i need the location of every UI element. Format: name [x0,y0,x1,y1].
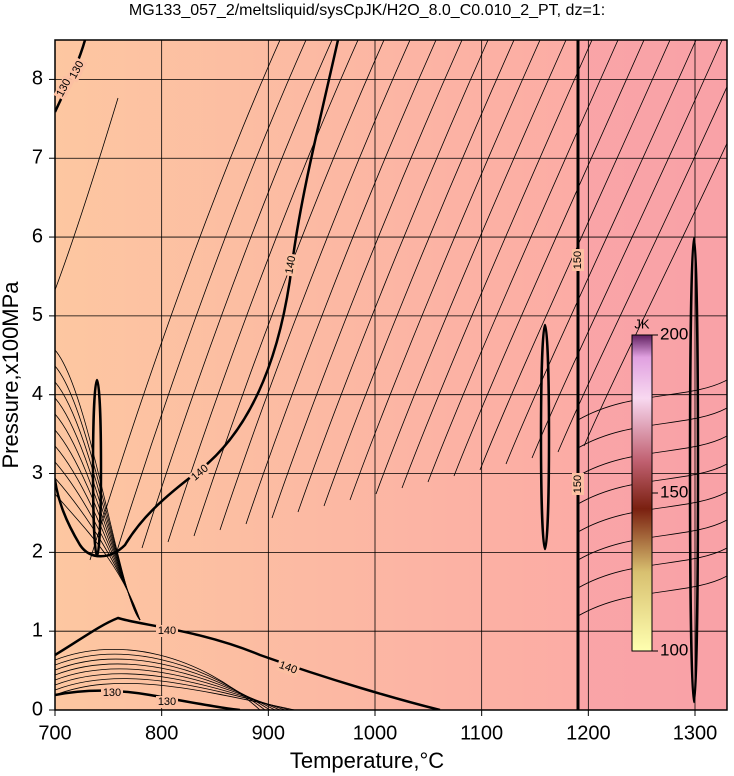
contour-line [245,40,437,525]
contour-line [55,682,296,710]
contour-line [219,40,411,531]
contour-label-bg [187,461,213,485]
contour-line [557,85,727,453]
contour-line [115,40,307,555]
contour-line [427,40,619,483]
colorbar [631,334,653,652]
x-tick-label: 700 [38,722,71,744]
contour-line [55,97,119,291]
contour-label-bg [572,249,584,271]
contour-label-bg [101,687,123,699]
contour-label: 150 [572,475,584,493]
contour-line [167,40,359,543]
contours [55,40,727,710]
colorbar-tick-label: 100 [660,640,688,659]
contour-line [297,40,489,513]
contour-spike [91,378,103,558]
contour-label-bg [572,473,584,495]
contour-line [453,40,645,477]
colorbar-label: JK [634,316,650,331]
contour-label-bg [66,57,88,83]
contour-label: 140 [158,625,176,637]
contour-line [577,463,727,505]
y-tick-label: 7 [32,147,43,169]
contour-line [55,689,241,710]
contour-line [323,40,515,507]
y-tick-label: 4 [32,383,43,405]
chart-title: MG133_057_2/meltsliquid/sysCpJK/H2O_8.0_… [129,2,605,19]
contour-line [55,493,141,621]
contour-line [577,491,727,533]
contour-label: 130 [103,687,121,699]
y-tick-label: 6 [32,225,43,247]
y-tick-label: 0 [32,698,43,720]
contour-line [577,519,727,561]
contour-line [271,40,463,519]
contour-line [583,142,727,447]
plot-frame [54,39,728,711]
y-tick-label: 1 [32,619,43,641]
x-tick-label: 1200 [566,722,611,744]
contour-line [349,40,541,501]
y-tick-label: 3 [32,462,43,484]
contour-line [479,40,671,471]
colorbar-tick-label: 150 [660,482,688,501]
contour-line [55,668,281,710]
contour-line [55,673,286,710]
y-tick-label: 5 [32,304,43,326]
contour-line [89,40,281,561]
contour-label-bg [275,658,301,678]
x-tick-label: 1000 [353,722,398,744]
contour-line [577,407,727,449]
contour-line [55,678,291,710]
contour-label: 130 [158,696,176,708]
y-tick-label: 2 [32,541,43,563]
contour-line [55,616,441,710]
contour-label-bg [53,75,75,101]
contour-label-bg [156,625,178,637]
contour-spike [688,236,700,704]
contour-label: 140 [283,255,298,275]
x-tick-label: 800 [145,722,178,744]
y-tick-label: 8 [32,68,43,90]
contour-line [577,379,727,421]
contour-label: 150 [572,251,584,269]
x-tick-label: 1300 [673,722,718,744]
contour-line [505,40,697,465]
contour-line [375,40,567,495]
contour-line [193,40,385,537]
x-axis-label: Temperature,°C [290,748,444,773]
contour-line [531,40,723,459]
contour-label-bg [156,696,178,708]
contour-line [577,435,727,477]
colorbar-tick-label: 200 [660,324,688,343]
contour-line [401,40,593,489]
y-axis-label: Pressure,x100MPa [0,281,23,469]
x-tick-label: 900 [252,722,285,744]
contour-line [577,547,727,589]
x-tick-label: 1100 [460,722,503,744]
contour-label: 140 [277,659,298,677]
contour-line [141,40,333,549]
contour-line [577,575,727,617]
contour-label-bg [283,253,299,277]
